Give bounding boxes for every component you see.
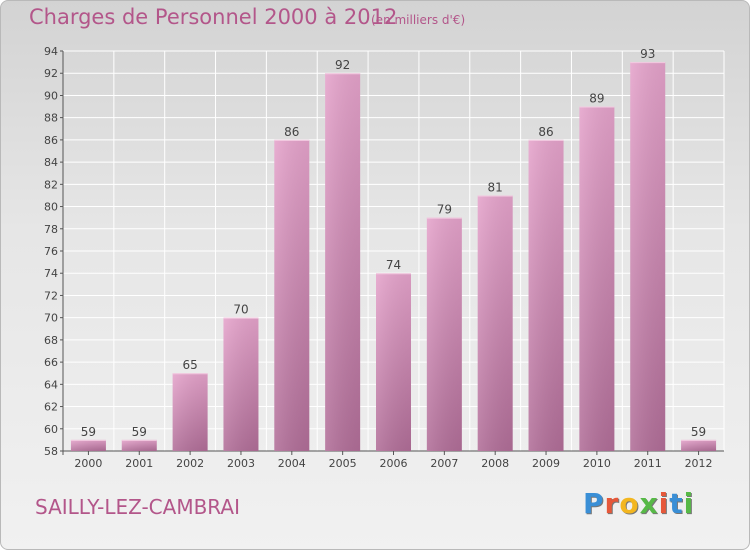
data-label: 59 [691,425,706,439]
x-tick-label: 2009 [532,457,560,470]
data-label: 59 [132,425,147,439]
y-tick-label: 80 [44,201,58,214]
bar-shading [325,73,361,451]
data-label: 89 [589,92,604,106]
bar-shading [477,195,513,451]
bar-shading [579,106,615,452]
data-label: 93 [640,47,655,61]
logo-letter: t [669,487,684,520]
y-tick-label: 68 [44,334,58,347]
x-tick-label: 2001 [125,457,153,470]
bar-shading [274,139,310,451]
data-label: 86 [284,125,299,139]
x-tick-label: 2002 [176,457,204,470]
data-label: 59 [81,425,96,439]
data-label: 74 [386,258,401,272]
y-tick-label: 76 [44,245,58,258]
y-tick-label: 58 [44,445,58,458]
y-tick-label: 78 [44,223,58,236]
y-tick-label: 84 [44,156,58,169]
y-tick-label: 60 [44,423,58,436]
logo-letter: x [639,487,659,520]
chart-subtitle: (en milliers d'€) [371,13,466,27]
data-label: 70 [233,303,248,317]
bar-shading [681,439,717,451]
logo-letter: r [604,487,620,520]
bar-shading [70,439,106,451]
x-tick-label: 2003 [227,457,255,470]
bars [70,62,717,452]
logo-letter: i [658,487,670,520]
y-tick-label: 88 [44,112,58,125]
x-tick-label: 2005 [329,457,357,470]
logo-letter: o [619,487,640,520]
y-tick-label: 90 [44,89,58,102]
chart-title: Charges de Personnel 2000 à 2012 [29,5,398,29]
logo-letter: i [683,487,695,520]
commune-name: SAILLY-LEZ-CAMBRAI [35,495,240,519]
y-tick-label: 94 [44,45,58,58]
x-tick-label: 2004 [278,457,306,470]
bar-shading [376,273,411,451]
x-tick-label: 2010 [583,457,611,470]
x-tick-label: 2007 [430,457,458,470]
data-label: 86 [538,125,553,139]
x-tick-label: 2006 [380,457,408,470]
y-tick-label: 62 [44,401,58,414]
bar-shading [223,317,259,451]
data-label: 81 [488,180,503,194]
y-tick-label: 70 [44,312,58,325]
y-tick-label: 72 [44,289,58,302]
labels: 58 60 62 64 66 68 70 72 74 76 78 80 82 84 86 88 90 92 94 59… [44,45,713,470]
data-label: 92 [335,58,350,72]
bar-shading [121,439,157,451]
y-tick-label: 92 [44,67,58,80]
x-tick-label: 2008 [481,457,509,470]
proxiti-logo: Proxiti [583,487,694,520]
y-tick-label: 86 [44,134,58,147]
y-tick-label: 64 [44,378,58,391]
x-tick-label: 2011 [634,457,662,470]
y-tick-label: 82 [44,178,58,191]
bar-shading [630,62,666,451]
y-tick-label: 66 [44,356,58,369]
bar-shading [528,139,564,451]
y-tick-label: 74 [44,267,58,280]
x-tick-label: 2000 [74,457,102,470]
bar-shading [426,217,462,451]
logo-letter: P [583,487,605,520]
bar-shading [172,373,208,451]
data-label: 65 [182,358,197,372]
x-tick-label: 2012 [685,457,713,470]
data-label: 79 [437,203,452,217]
